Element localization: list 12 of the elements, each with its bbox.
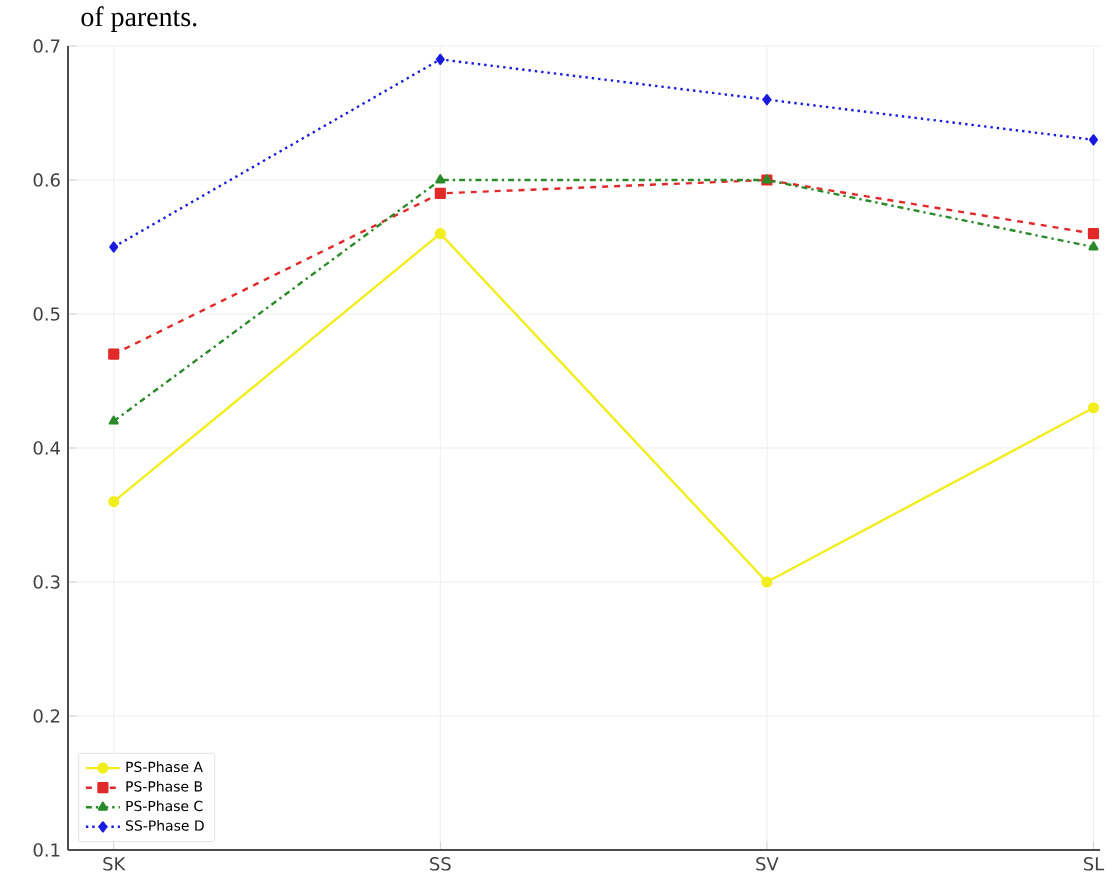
y-tick-label: 0.6 [33,173,60,187]
y-tick-label: 0.1 [33,843,60,857]
y-tick-label: 0.7 [33,39,60,53]
y-tick-label: 0.2 [33,709,60,723]
chart-title: of parents. [81,6,197,32]
x-tick-label: SV [756,857,779,871]
x-tick-label: SK [103,857,126,871]
y-tick-label: 0.5 [33,307,60,321]
y-tick-label: 0.4 [33,441,60,455]
x-tick-label: SS [430,857,451,871]
x-tick-label: SL [1083,857,1105,871]
y-tick-label: 0.3 [33,575,60,589]
